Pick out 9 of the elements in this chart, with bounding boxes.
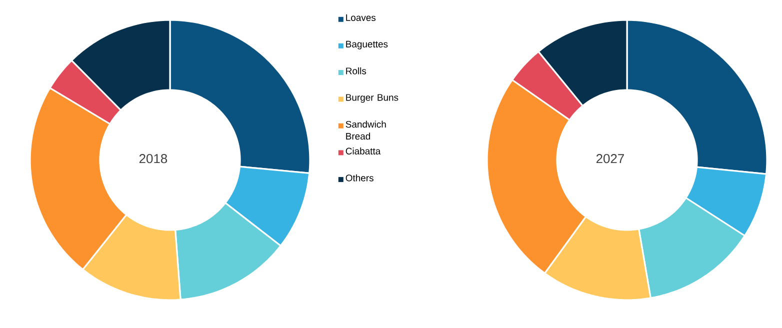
slice-label: 2018	[139, 154, 168, 164]
legend-label: Ciabatta	[346, 148, 381, 154]
legend-label: Baguettes	[346, 40, 388, 50]
legend-label: Burger Buns	[346, 94, 398, 103]
slice-label: 2027	[596, 154, 624, 164]
legend-label: Sandwich Bread	[346, 120, 386, 140]
legend-label: Others	[346, 174, 374, 182]
legend-label: Rolls	[346, 67, 366, 74]
legend-label: Loaves	[346, 14, 376, 21]
